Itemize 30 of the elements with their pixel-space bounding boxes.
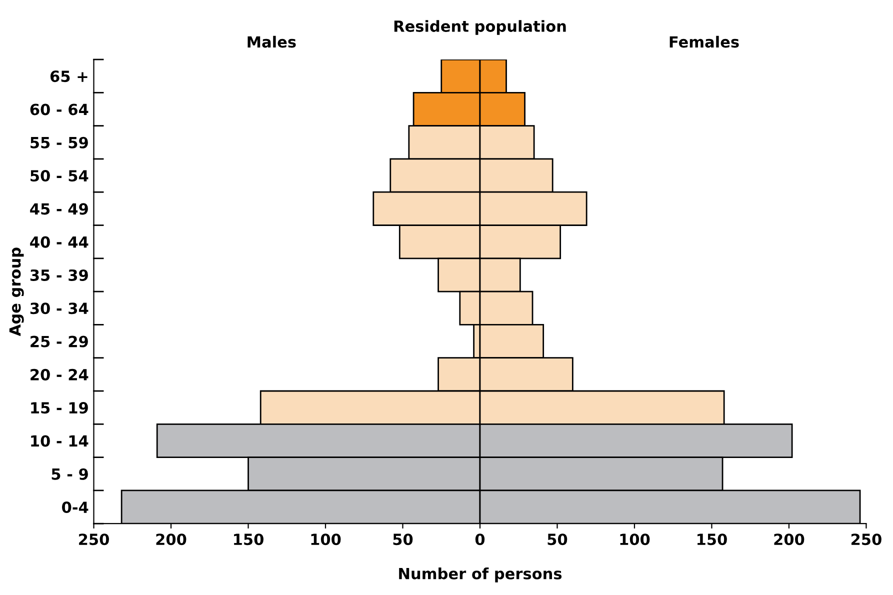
- x-tick-label: 100: [620, 534, 650, 546]
- y-tick-label: 35 - 39: [30, 269, 88, 281]
- chart-title: Resident population: [394, 20, 566, 35]
- text: Females: [670, 36, 739, 48]
- x-tick-label: 250: [79, 534, 109, 546]
- x-tick-label: 250: [851, 534, 882, 546]
- y-tick-label: 5 - 9: [52, 468, 88, 480]
- y-tick-label: 30 - 34: [30, 302, 88, 314]
- x-axis-title: Number of persons: [399, 568, 562, 582]
- y-tick-label: 60 - 64: [30, 104, 88, 116]
- x-tick-label: 150: [698, 534, 727, 546]
- y-tick-label: 25 - 29: [30, 336, 88, 348]
- y-tick-label: 50 - 54: [30, 170, 88, 182]
- x-tick-label: 0: [475, 534, 485, 546]
- x-tick-label: 200: [156, 534, 186, 546]
- y-tick-label: 15 - 19: [31, 402, 88, 414]
- y-axis-title: Age group: [9, 248, 24, 336]
- x-tick-label: 100: [311, 534, 341, 546]
- y-tick-label: 10 - 14: [31, 435, 88, 447]
- x-tick-label: 50: [393, 534, 413, 546]
- y-tick-label: 0-4: [62, 501, 88, 514]
- x-tick-label: 50: [548, 534, 568, 546]
- y-tick-label: 55 - 59: [30, 136, 88, 148]
- y-tick-label: 45 - 49: [30, 203, 88, 215]
- y-tick-label: 40 - 44: [30, 236, 88, 248]
- y-tick-label: 65 +: [50, 70, 88, 82]
- x-tick-label: 200: [774, 534, 804, 546]
- x-tick-label: 150: [234, 534, 264, 546]
- text: Males: [248, 36, 296, 48]
- y-tick-label: 20 - 24: [30, 368, 88, 380]
